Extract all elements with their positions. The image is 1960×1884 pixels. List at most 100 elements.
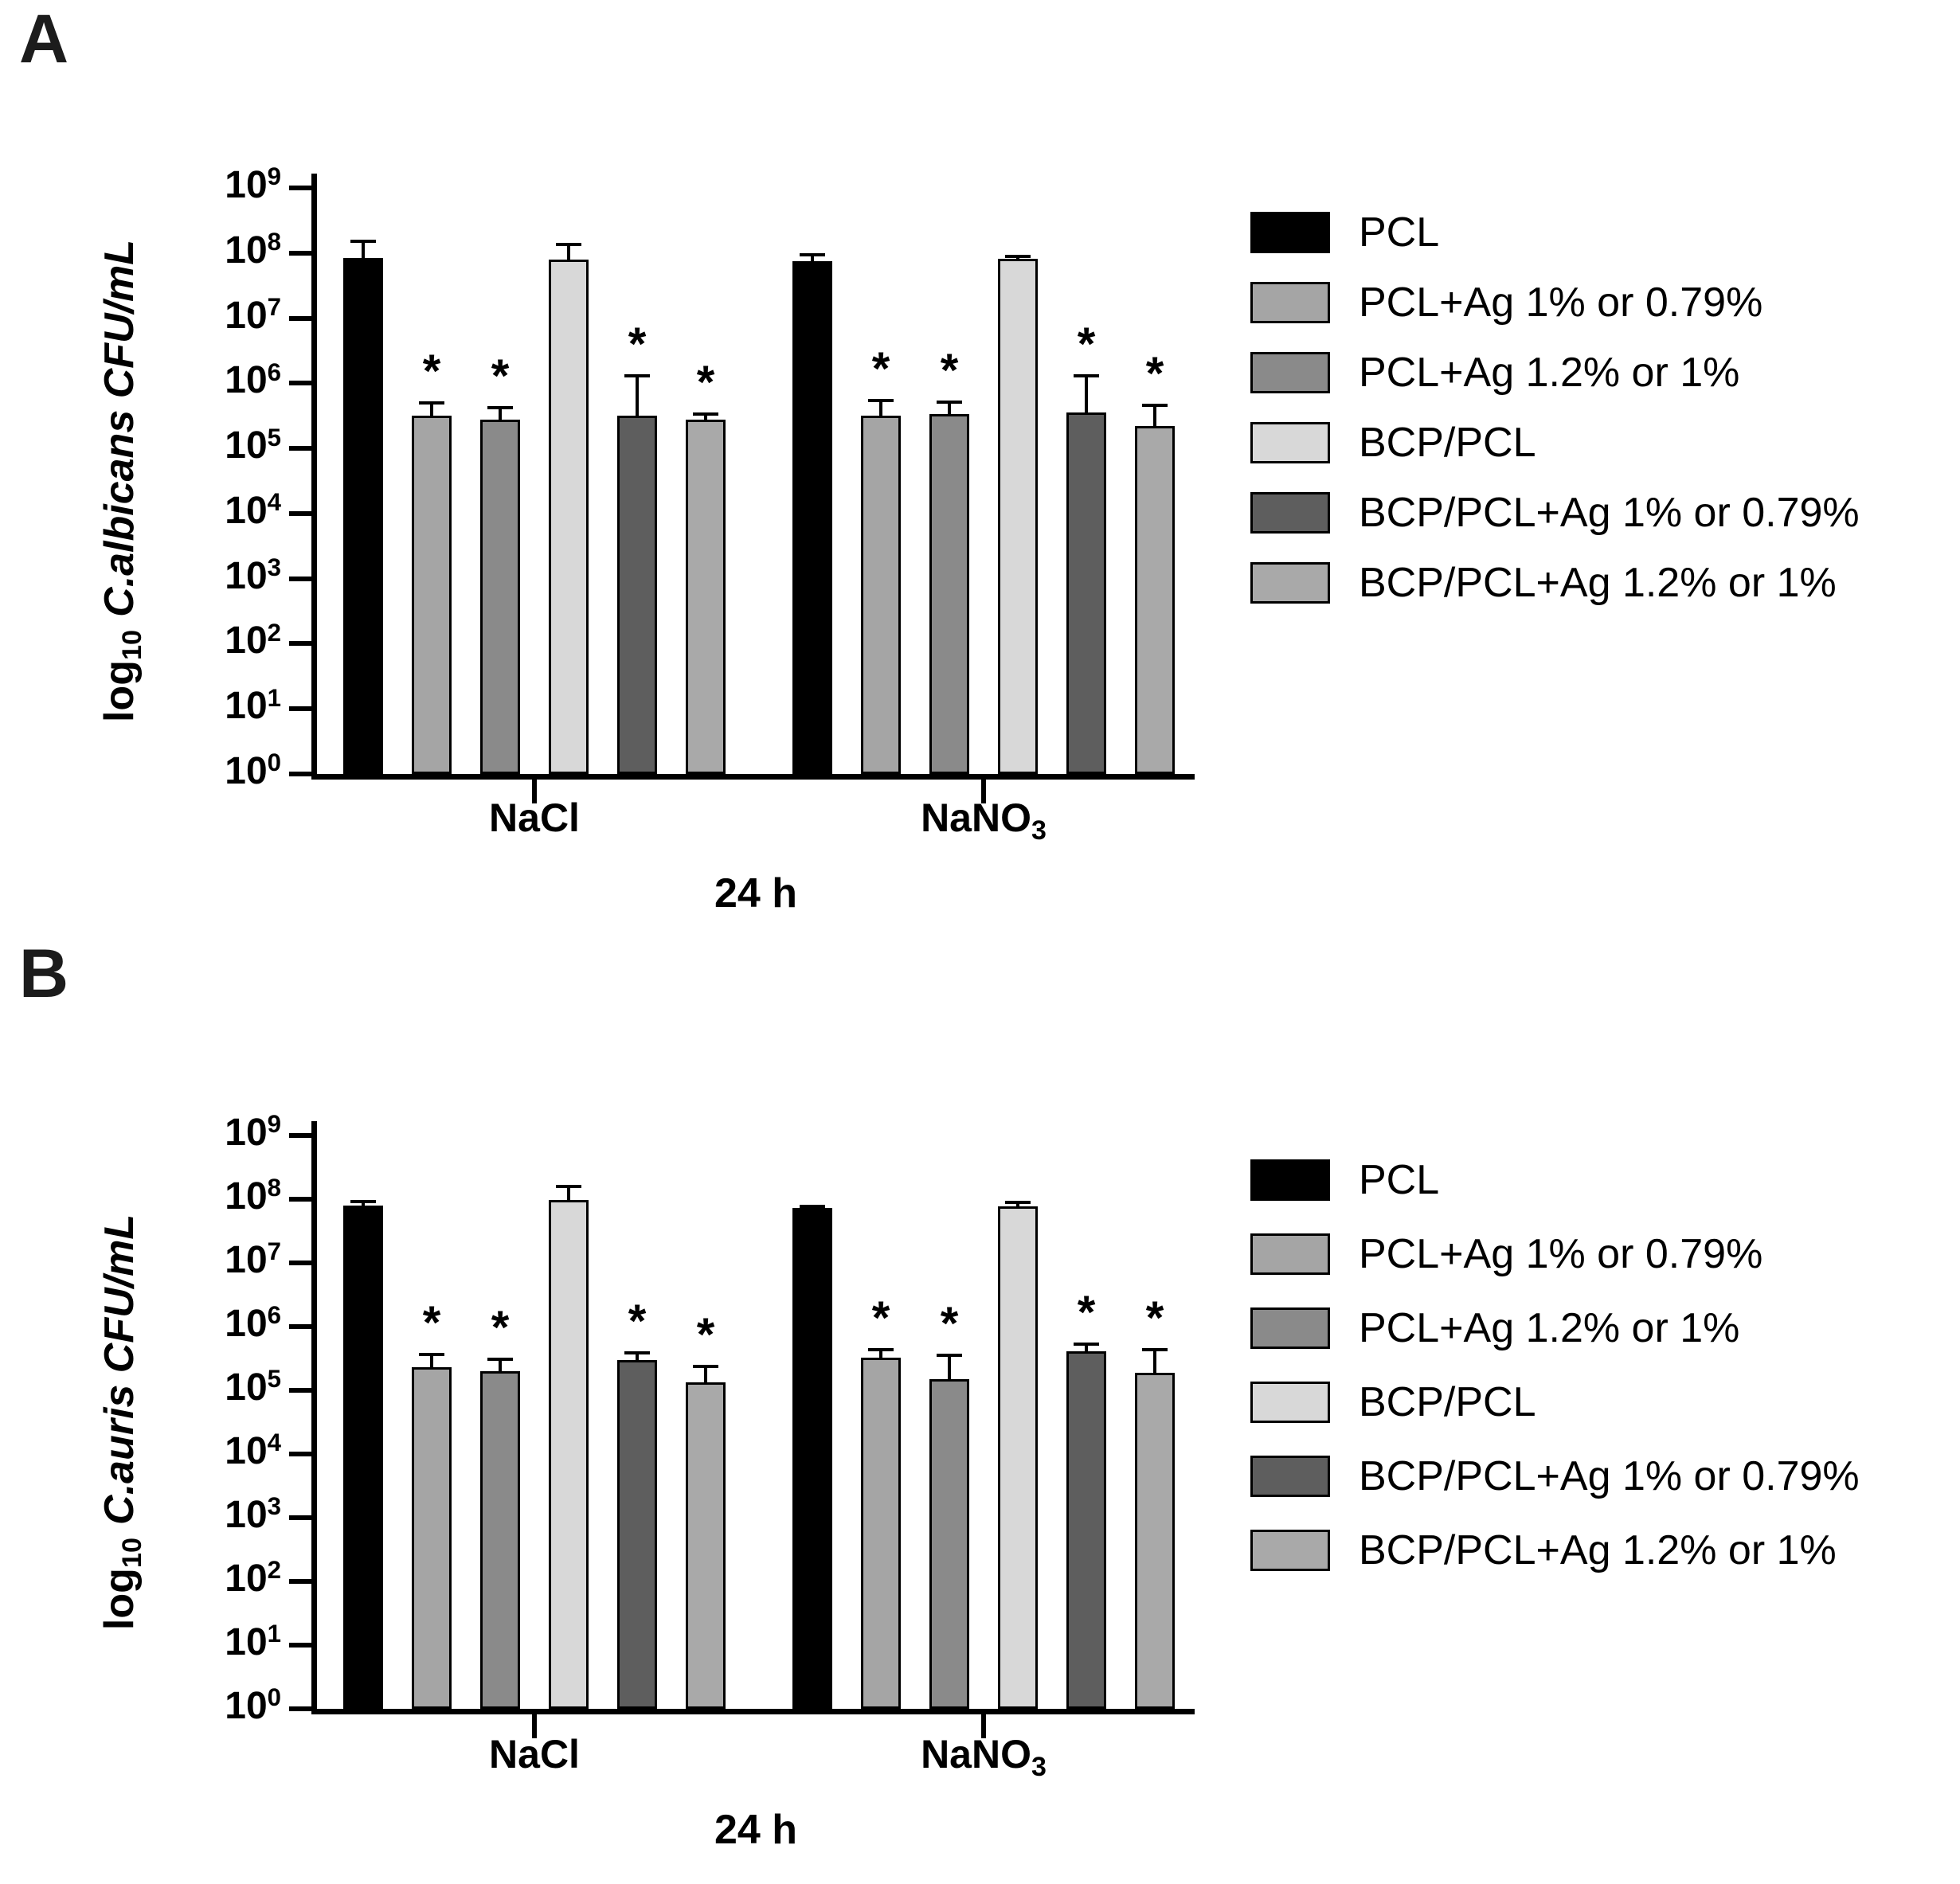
legend-label: PCL+Ag 1.2% or 1% — [1359, 1305, 1740, 1351]
error-bar-whisker — [567, 1186, 570, 1200]
legend-swatch — [1250, 1382, 1330, 1423]
y-tick-base: 10 — [225, 1175, 268, 1218]
error-bar-whisker — [499, 408, 502, 420]
y-tick-exponent: 0 — [267, 749, 281, 777]
error-bar-whisker — [1153, 1350, 1156, 1373]
y-tick — [289, 576, 311, 581]
legend-swatch — [1250, 1233, 1330, 1275]
y-tick — [289, 1388, 311, 1393]
panel-b-letter: B — [19, 936, 69, 1012]
y-tick-base: 10 — [225, 1239, 268, 1281]
y-axis-line — [311, 174, 317, 780]
bar — [1135, 1372, 1175, 1709]
y-tick — [289, 315, 311, 321]
legend-swatch — [1250, 282, 1330, 323]
y-tick — [289, 1579, 311, 1584]
bar — [929, 413, 969, 774]
x-tick — [981, 780, 986, 803]
legend-label: PCL — [1359, 209, 1440, 256]
y-tick-label: 104 — [170, 1430, 281, 1471]
error-bar-whisker — [430, 402, 433, 416]
error-bar-whisker — [567, 244, 570, 260]
error-bar-whisker — [948, 401, 951, 414]
legend-label: PCL — [1359, 1157, 1440, 1203]
y-tick-exponent: 5 — [267, 423, 281, 451]
y-tick — [289, 1452, 311, 1456]
x-axis-title: 24 h — [714, 1807, 798, 1853]
error-bar-cap — [800, 1204, 825, 1208]
error-bar-whisker — [948, 1355, 951, 1379]
y-tick — [289, 641, 311, 647]
legend-swatch — [1250, 352, 1330, 393]
y-tick — [289, 1261, 311, 1265]
sig-star: * — [696, 356, 715, 408]
error-bar-cap — [1074, 1343, 1099, 1347]
y-tick-base: 10 — [225, 1558, 268, 1600]
error-bar-cap — [937, 400, 962, 404]
error-bar-cap — [868, 398, 894, 402]
y-tick — [289, 772, 311, 776]
legend-label: BCP/PCL+Ag 1% or 0.79% — [1359, 1453, 1860, 1499]
legend-swatch — [1250, 1530, 1330, 1571]
x-tick — [981, 1714, 986, 1738]
y-tick — [289, 381, 311, 386]
y-tick-label: 102 — [170, 1558, 281, 1600]
y-tick-base: 10 — [225, 685, 268, 728]
error-bar-cap — [800, 252, 825, 256]
y-tick-label: 100 — [170, 749, 281, 791]
error-bar-cap — [556, 243, 581, 247]
error-bar-cap — [1074, 374, 1099, 377]
y-tick-label: 107 — [170, 1239, 281, 1281]
error-bar-whisker — [879, 1350, 882, 1358]
x-axis-line — [311, 1709, 1195, 1714]
y-tick-exponent: 4 — [267, 488, 281, 517]
y-tick-label: 109 — [170, 1112, 281, 1152]
x-category-text: NaCl — [489, 1732, 580, 1777]
y-tick-label: 108 — [170, 1175, 281, 1218]
bar — [412, 415, 452, 774]
y-axis-title-species: C.auris CFU/mL — [96, 1214, 143, 1525]
error-bar-whisker — [430, 1354, 433, 1368]
bar — [343, 1205, 383, 1709]
sig-star: * — [940, 1298, 959, 1350]
y-axis-title-prefix: log — [96, 1568, 143, 1631]
error-bar-whisker — [636, 1352, 639, 1360]
bar — [1066, 1350, 1106, 1709]
x-category-label: NaCl — [447, 1734, 622, 1774]
y-tick-exponent: 7 — [267, 1237, 281, 1266]
y-axis-title-subscript: 10 — [117, 1537, 148, 1569]
error-bar-cap — [487, 406, 513, 410]
sig-star: * — [871, 1292, 890, 1345]
y-tick-exponent: 8 — [267, 228, 281, 256]
bar — [929, 1378, 969, 1709]
legend-swatch — [1250, 562, 1330, 604]
error-bar-cap — [624, 374, 650, 377]
y-tick-exponent: 6 — [267, 1301, 281, 1330]
y-tick-exponent: 7 — [267, 292, 281, 321]
y-tick — [289, 446, 311, 451]
y-tick-label: 102 — [170, 618, 281, 660]
sig-star: * — [628, 319, 647, 370]
y-tick-base: 10 — [225, 1685, 268, 1727]
y-tick-exponent: 2 — [267, 1556, 281, 1585]
y-tick-exponent: 3 — [267, 1492, 281, 1521]
legend-swatch — [1250, 492, 1330, 534]
y-tick-label: 104 — [170, 490, 281, 530]
y-tick-exponent: 5 — [267, 1365, 281, 1393]
sig-star: * — [491, 1301, 510, 1354]
sig-star: * — [1145, 1292, 1164, 1345]
x-category-label: NaCl — [447, 798, 622, 838]
sig-star: * — [422, 1296, 441, 1349]
x-category-subscript: 3 — [1031, 1752, 1047, 1783]
y-tick-exponent: 2 — [267, 618, 281, 647]
error-bar-cap — [419, 1352, 444, 1356]
x-axis-line — [311, 774, 1195, 780]
legend-swatch — [1250, 1456, 1330, 1497]
y-tick-exponent: 1 — [267, 683, 281, 712]
error-bar-cap — [1142, 1348, 1168, 1352]
sig-star: * — [696, 1308, 715, 1361]
y-tick-label: 105 — [170, 1366, 281, 1407]
